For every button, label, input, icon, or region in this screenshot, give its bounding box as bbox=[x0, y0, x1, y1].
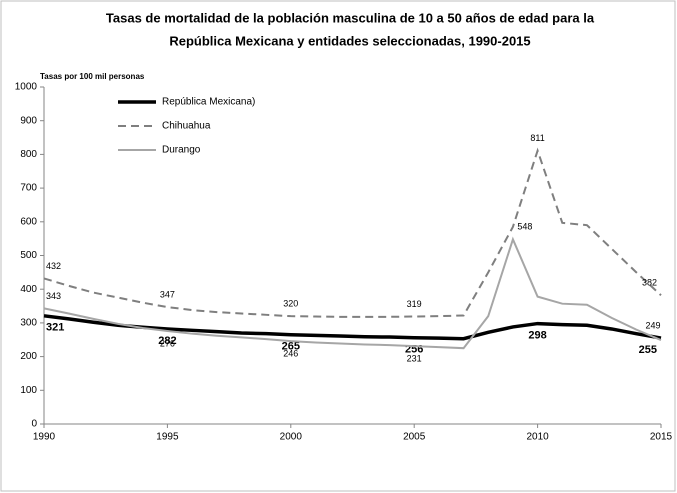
data-label: 276 bbox=[160, 338, 175, 348]
y-tick-label: 200 bbox=[20, 351, 37, 362]
y-axis-label: Tasas por 100 mil personas bbox=[40, 72, 145, 81]
y-tick-label: 1000 bbox=[15, 82, 38, 93]
x-tick-label: 2005 bbox=[403, 432, 426, 443]
data-label: 321 bbox=[46, 322, 64, 334]
y-tick-label: 700 bbox=[20, 183, 37, 194]
x-tick-label: 2000 bbox=[280, 432, 303, 443]
data-label: 811 bbox=[530, 133, 544, 143]
data-label: 320 bbox=[283, 299, 298, 309]
y-tick-label: 400 bbox=[20, 284, 37, 295]
data-label: 249 bbox=[645, 320, 660, 330]
y-tick-label: 900 bbox=[20, 115, 37, 126]
data-label: 382 bbox=[642, 278, 657, 288]
data-label: 282 bbox=[158, 335, 176, 347]
legend-label: Chihuahua bbox=[162, 121, 211, 132]
series-line bbox=[43, 236, 662, 350]
data-label: 347 bbox=[160, 289, 175, 299]
data-label: 265 bbox=[282, 341, 300, 353]
chart-title: Tasas de mortalidad de la población masc… bbox=[106, 10, 595, 25]
legend-label: Durango bbox=[162, 145, 201, 156]
data-label: 246 bbox=[283, 348, 298, 358]
x-tick-label: 2010 bbox=[526, 432, 549, 443]
y-tick-label: 500 bbox=[20, 250, 37, 261]
data-label: 319 bbox=[407, 299, 422, 309]
data-label: 432 bbox=[46, 261, 61, 271]
chart-title: República Mexicana y entidades seleccion… bbox=[169, 33, 530, 48]
y-tick-label: 0 bbox=[31, 419, 37, 430]
y-tick-label: 300 bbox=[20, 318, 37, 329]
y-tick-label: 100 bbox=[20, 385, 37, 396]
data-label: 255 bbox=[639, 344, 657, 356]
data-label: 343 bbox=[46, 291, 61, 301]
data-label: 231 bbox=[407, 354, 422, 364]
legend-label: República Mexicana) bbox=[162, 97, 255, 108]
y-tick-label: 800 bbox=[20, 149, 37, 160]
x-tick-label: 1990 bbox=[33, 432, 56, 443]
x-tick-label: 2015 bbox=[650, 432, 673, 443]
x-tick-label: 1995 bbox=[156, 432, 179, 443]
data-label: 298 bbox=[528, 329, 546, 341]
data-label: 548 bbox=[517, 222, 532, 232]
series-line bbox=[43, 147, 662, 318]
y-tick-label: 600 bbox=[20, 216, 37, 227]
